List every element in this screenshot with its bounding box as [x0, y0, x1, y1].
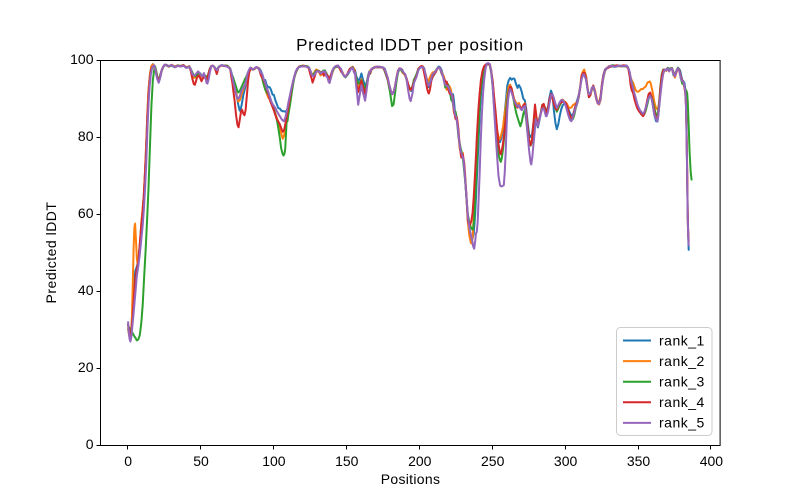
svg-text:rank_1: rank_1 [659, 332, 705, 348]
svg-text:250: 250 [481, 453, 505, 469]
svg-text:rank_3: rank_3 [659, 374, 705, 390]
svg-text:Predicted lDDT: Predicted lDDT [43, 202, 59, 304]
svg-text:200: 200 [408, 453, 432, 469]
svg-text:100: 100 [262, 453, 286, 469]
svg-text:150: 150 [335, 453, 359, 469]
svg-text:60: 60 [78, 205, 94, 221]
svg-text:300: 300 [554, 453, 578, 469]
svg-text:40: 40 [78, 282, 94, 298]
svg-text:80: 80 [78, 128, 94, 144]
svg-text:0: 0 [86, 436, 94, 452]
svg-text:20: 20 [78, 359, 94, 375]
svg-text:50: 50 [193, 453, 209, 469]
svg-text:Predicted lDDT per position: Predicted lDDT per position [296, 35, 524, 54]
svg-text:rank_5: rank_5 [659, 415, 705, 431]
svg-text:350: 350 [627, 453, 651, 469]
svg-text:100: 100 [70, 51, 94, 67]
svg-text:0: 0 [124, 453, 132, 469]
svg-text:400: 400 [700, 453, 724, 469]
svg-text:rank_4: rank_4 [659, 394, 705, 410]
svg-text:Positions: Positions [381, 471, 441, 487]
svg-text:rank_2: rank_2 [659, 353, 705, 369]
